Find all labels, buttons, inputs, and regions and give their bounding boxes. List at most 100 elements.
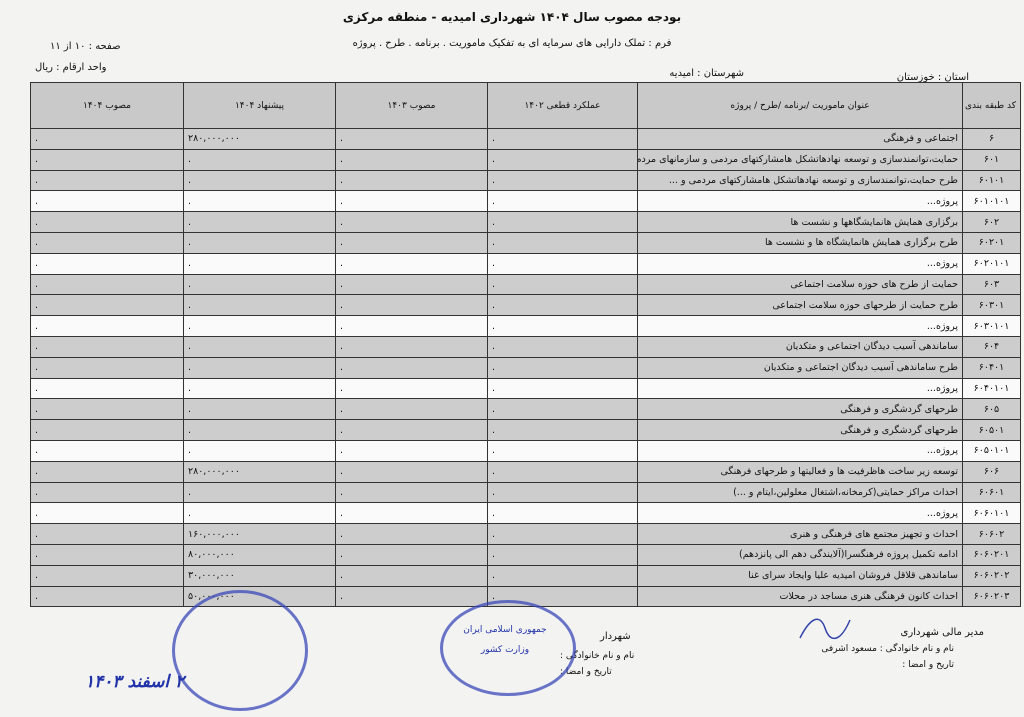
amount-cell: . xyxy=(183,439,336,462)
amount-cell: . xyxy=(335,356,488,379)
amount-cell: . xyxy=(183,252,336,275)
header-row: کد طبقه بندی عنوان ماموریت /برنامه /طرح /… xyxy=(30,82,1021,129)
amount-cell: . xyxy=(487,523,638,545)
amount-cell: . xyxy=(487,398,638,421)
amount-cell: . xyxy=(30,169,184,192)
amount-cell: . xyxy=(30,564,184,587)
code-cell: ۶۰۵۰۱۰۱ xyxy=(962,439,1021,462)
table-row: ۶۰۶۰۲۰۱ ادامه تکمیل پروژه فرهنگسرا(آلایند… xyxy=(30,543,1021,566)
title-cell: پروژه... xyxy=(637,315,963,337)
title-cell: طرح برگزاری همایش هانمایشگاه ها و نشست ه… xyxy=(637,231,963,254)
amount-cell: . xyxy=(487,460,638,483)
code-cell: ۶ xyxy=(962,128,1021,150)
code-cell: ۶۰۳۰۱۰۱ xyxy=(962,315,1021,337)
amount-cell: . xyxy=(183,273,336,296)
amount-cell: . xyxy=(30,315,184,337)
title-cell: طرحهای گردشگری و فرهنگی xyxy=(637,419,963,441)
code-cell: ۶۰۵ xyxy=(962,398,1021,421)
amount-cell: . xyxy=(487,543,638,566)
column-header: مصوب ۱۴۰۴ xyxy=(30,82,184,129)
code-cell: ۶۰۳ xyxy=(962,273,1021,296)
amount-cell: . xyxy=(487,252,638,275)
amount-cell: . xyxy=(335,190,488,213)
column-header: عملکرد قطعی ۱۴۰۲ xyxy=(487,82,638,129)
amount-cell: . xyxy=(183,211,336,233)
amount-cell: . xyxy=(487,273,638,296)
doc-subtitle: فرم : تملک دارایی های سرمایه ای به تفکیک… xyxy=(352,38,672,49)
amount-cell: . xyxy=(30,398,184,421)
finance-sign: تاریخ و امضا : xyxy=(902,660,954,670)
code-cell: ۶۰۴۰۱ xyxy=(962,356,1021,379)
code-cell: ۶۰۳۰۱ xyxy=(962,294,1021,317)
amount-cell: . xyxy=(487,419,638,441)
table-row: ۶۰۳۰۱ طرح حمایت از طرحهای حوزه سلامت اجتم… xyxy=(30,294,1021,317)
province: استان : خوزستان xyxy=(896,72,969,83)
title-cell: احداث و تجهیز مجتمع های فرهنگی و هنری xyxy=(637,523,963,545)
title-cell: ساماندهی قلاقل فروشان امیدیه علیا وایجاد… xyxy=(637,564,963,587)
amount-cell: . xyxy=(183,190,336,213)
amount-cell: ۱۶۰,۰۰۰,۰۰۰ xyxy=(183,523,336,545)
finance-role: مدیر مالی شهرداری xyxy=(900,627,984,638)
amount-cell: . xyxy=(487,211,638,233)
title-cell: طرح حمایت،توانمندسازی و توسعه نهادهاتشکل… xyxy=(637,169,963,192)
table-row: ۶۰۴ ساماندهی آسیب دیدگان اجتماعی و متکدیا… xyxy=(30,335,1021,358)
amount-cell: . xyxy=(30,231,184,254)
column-header: پیشنهاد ۱۴۰۴ xyxy=(183,82,336,129)
amount-cell: . xyxy=(335,502,488,525)
amount-cell: . xyxy=(487,231,638,254)
doc-title: بودجه مصوب سال ۱۴۰۴ شهرداری امیدیه - منط… xyxy=(342,10,682,24)
finance-name: نام و نام خانوادگی : مسعود اشرفی xyxy=(821,644,954,654)
code-cell: ۶۰۶ xyxy=(962,460,1021,483)
amount-cell: . xyxy=(30,128,184,150)
title-cell: پروژه... xyxy=(637,252,963,275)
amount-cell: . xyxy=(335,294,488,317)
amount-cell: . xyxy=(487,439,638,462)
title-cell: حمایت از طرح های حوزه سلامت اجتماعی xyxy=(637,273,963,296)
table-row: ۶۰۵۰۱ طرحهای گردشگری و فرهنگی.... xyxy=(30,419,1021,441)
column-header: مصوب ۱۴۰۳ xyxy=(335,82,488,129)
amount-cell: . xyxy=(30,252,184,275)
table-row: ۶۰۳۰۱۰۱ پروژه....... xyxy=(30,315,1021,337)
code-cell: ۶۰۶۰۱۰۱ xyxy=(962,502,1021,525)
code-cell: ۶۰۵۰۱ xyxy=(962,419,1021,441)
amount-cell: . xyxy=(183,169,336,192)
amount-cell: . xyxy=(30,523,184,545)
table-row: ۶۰۴۰۱ طرح ساماندهی آسیب دیدگان اجتماعی و … xyxy=(30,356,1021,379)
amount-cell: . xyxy=(30,148,184,171)
title-cell: پروژه... xyxy=(637,439,963,462)
table-row: ۶۰۶۰۱۰۱ پروژه....... xyxy=(30,502,1021,525)
amount-cell: . xyxy=(487,128,638,150)
amount-cell: ۲۸۰,۰۰۰,۰۰۰ xyxy=(183,128,336,150)
code-cell: ۶۰۶۰۲ xyxy=(962,523,1021,545)
table-row: ۶۰۳ حمایت از طرح های حوزه سلامت اجتماعی..… xyxy=(30,273,1021,296)
code-cell: ۶۰۲۰۱ xyxy=(962,231,1021,254)
title-cell: ادامه تکمیل پروژه فرهنگسرا(آلایندگی دهم … xyxy=(637,543,963,566)
amount-cell: . xyxy=(487,190,638,213)
amount-cell: . xyxy=(335,460,488,483)
stamp-line: جمهوری اسلامی ایران xyxy=(463,625,547,635)
amount-cell: . xyxy=(487,502,638,525)
amount-cell: . xyxy=(487,564,638,587)
amount-cell: . xyxy=(335,315,488,337)
title-cell: برگزاری همایش هانمایشگاهها و نشست ها xyxy=(637,211,963,233)
amount-cell: . xyxy=(30,460,184,483)
unit: واحد ارقام : ریال xyxy=(35,62,107,73)
amount-cell: . xyxy=(30,273,184,296)
amount-cell: . xyxy=(183,419,336,441)
code-cell: ۶۰۱۰۱ xyxy=(962,169,1021,192)
code-cell: ۶۰۲۰۱۰۱ xyxy=(962,252,1021,275)
amount-cell: . xyxy=(183,294,336,317)
table-body: ۶ اجتماعی و فرهنگی.. ۲۸۰,۰۰۰,۰۰۰. ۶۰۱ حمایت،… xyxy=(30,128,1021,608)
amount-cell: . xyxy=(183,335,336,358)
amount-cell: . xyxy=(335,377,488,400)
table-row: ۶۰۴۰۱۰۱ پروژه....... xyxy=(30,377,1021,400)
amount-cell: . xyxy=(335,585,488,608)
amount-cell: . xyxy=(30,335,184,358)
code-cell: ۶۰۶۰۱ xyxy=(962,481,1021,504)
table-row: ۶۰۶۰۲۰۲ ساماندهی قلاقل فروشان امیدیه علیا… xyxy=(30,564,1021,587)
amount-cell: . xyxy=(335,481,488,504)
amount-cell: . xyxy=(487,169,638,192)
page-number: صفحه : ۱۰ از ۱۱ xyxy=(50,41,121,52)
amount-cell: . xyxy=(335,169,488,192)
title-cell: پروژه... xyxy=(637,190,963,213)
